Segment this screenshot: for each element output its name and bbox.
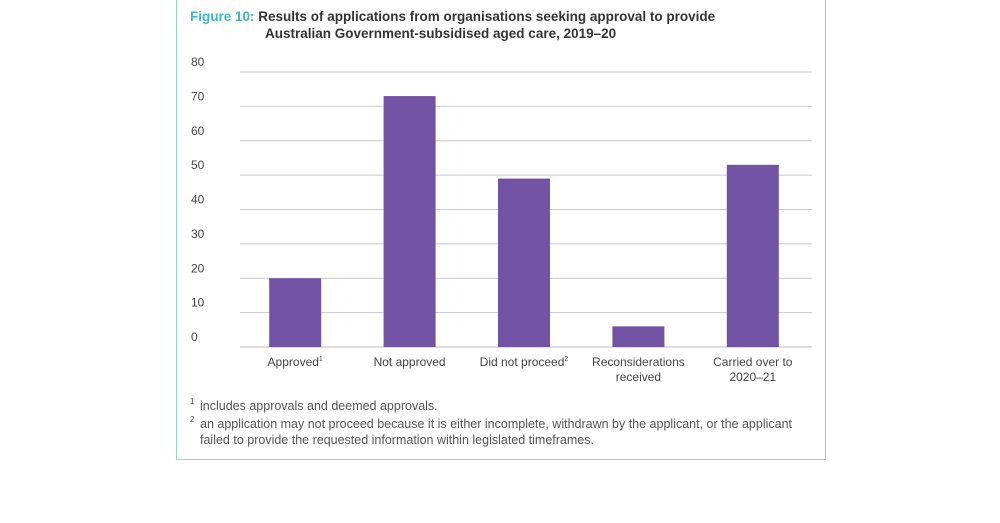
bar	[726, 164, 779, 347]
y-tick-label: 10	[191, 296, 205, 310]
bar	[269, 278, 322, 347]
y-tick-label: 0	[191, 330, 198, 344]
x-tick-label: Carried over to	[713, 355, 793, 369]
y-tick-label: 70	[191, 89, 205, 103]
y-tick-label: 20	[191, 261, 205, 275]
x-tick-superscript: 1	[319, 356, 323, 363]
footnotes: 1 includes approvals and deemed approval…	[190, 397, 815, 450]
footnote-1: 1 includes approvals and deemed approval…	[190, 397, 815, 414]
y-tick-label: 50	[191, 158, 205, 172]
footnote-1-text: includes approvals and deemed approvals.	[200, 399, 438, 413]
footnote-1-mark: 1	[190, 397, 195, 406]
y-tick-label: 60	[191, 124, 205, 138]
bar	[612, 326, 665, 347]
figure-number: Figure 10:	[190, 9, 255, 24]
figure-title: Figure 10: Results of applications from …	[190, 8, 810, 42]
x-tick-label: Not approved	[374, 355, 446, 369]
title-line-1: Results of applications from organisatio…	[258, 9, 716, 24]
footnote-2: 2 an application may not proceed because…	[190, 415, 815, 448]
x-tick-label: received	[616, 370, 661, 384]
x-tick-label: Approved1	[268, 355, 323, 369]
title-line-2: Australian Government-subsidised aged ca…	[265, 26, 617, 41]
x-tick-label: 2020–21	[729, 370, 776, 384]
footnote-2-text: an application may not proceed because i…	[200, 417, 793, 447]
bar	[383, 96, 436, 347]
x-tick-label: Did not proceed2	[480, 355, 569, 369]
bar	[498, 178, 550, 347]
footnote-2-mark: 2	[190, 415, 195, 424]
x-tick-superscript: 2	[564, 356, 568, 363]
y-tick-label: 80	[191, 55, 205, 69]
y-tick-label: 40	[191, 193, 205, 207]
x-tick-label: Reconsiderations	[592, 355, 685, 369]
y-tick-label: 30	[191, 227, 205, 241]
